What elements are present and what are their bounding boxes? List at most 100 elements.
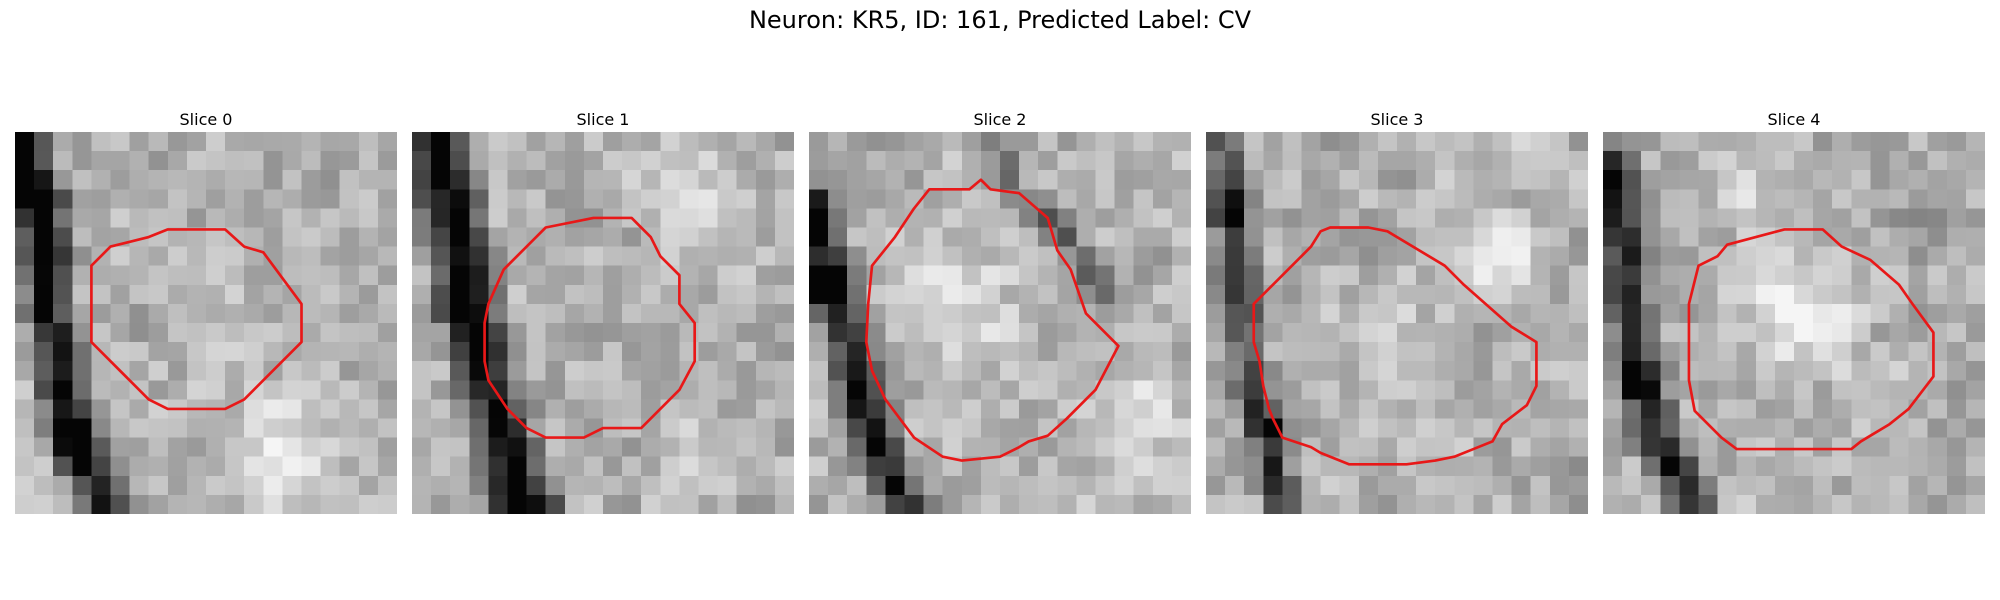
image-pixel (847, 475, 867, 496)
image-pixel (148, 246, 169, 267)
image-pixel (1019, 151, 1039, 171)
image-pixel (755, 151, 776, 171)
image-pixel (942, 361, 963, 381)
image-pixel (206, 380, 226, 400)
image-pixel (809, 380, 829, 400)
image-pixel (1549, 170, 1570, 190)
image-pixel (1660, 170, 1680, 190)
image-pixel (1000, 380, 1020, 400)
slice-panel-0: Slice 0 (15, 108, 397, 514)
image-pixel (660, 437, 680, 458)
image-pixel (1435, 456, 1455, 477)
image-pixel (1152, 189, 1173, 209)
image-pixel (1603, 437, 1623, 458)
image-pixel (1320, 494, 1341, 514)
slice-panel-2: Slice 2 (809, 108, 1191, 514)
image-pixel (186, 361, 207, 381)
image-pixel (774, 151, 794, 171)
image-pixel (526, 132, 547, 152)
image-pixel (53, 265, 73, 286)
image-pixel (507, 494, 527, 514)
image-pixel (1435, 246, 1455, 267)
image-pixel (91, 284, 111, 305)
image-pixel (1057, 227, 1077, 247)
image-pixel (736, 342, 757, 362)
image-pixel (980, 132, 1001, 152)
image-pixel (1263, 494, 1283, 514)
image-pixel (320, 189, 341, 209)
image-pixel (1225, 323, 1245, 343)
image-pixel (110, 418, 130, 438)
image-pixel (1622, 456, 1642, 477)
image-pixel (1377, 303, 1398, 324)
image-pixel (1152, 303, 1173, 324)
image-pixel (1038, 323, 1058, 343)
image-pixel (980, 475, 1001, 496)
image-pixel (1377, 399, 1398, 419)
image-pixel (1870, 246, 1890, 267)
image-pixel (736, 265, 757, 286)
image-pixel (980, 399, 1001, 419)
image-pixel (412, 246, 432, 267)
image-pixel (186, 132, 207, 152)
image-pixel (1794, 342, 1814, 362)
image-pixel (1568, 208, 1588, 228)
image-pixel (1908, 284, 1929, 305)
image-pixel (961, 361, 982, 381)
image-pixel (923, 208, 944, 228)
image-pixel (1301, 265, 1321, 286)
image-pixel (847, 246, 867, 267)
image-pixel (1549, 456, 1570, 477)
image-pixel (1755, 475, 1776, 496)
image-pixel (1473, 170, 1493, 190)
image-pixel (1717, 284, 1738, 305)
image-pixel (1889, 303, 1909, 324)
image-pixel (301, 284, 321, 305)
image-pixel (186, 456, 207, 477)
image-pixel (225, 151, 245, 171)
image-pixel (603, 456, 623, 477)
image-pixel (1244, 284, 1264, 305)
image-pixel (1927, 132, 1948, 152)
image-pixel (1698, 342, 1718, 362)
image-pixel (282, 265, 302, 286)
image-pixel (1263, 342, 1283, 362)
image-pixel (1339, 323, 1360, 343)
image-pixel (1377, 323, 1398, 343)
image-pixel (1774, 418, 1795, 438)
image-pixel (91, 418, 111, 438)
image-pixel (1206, 494, 1226, 514)
image-pixel (1774, 399, 1795, 419)
image-pixel (15, 284, 35, 305)
image-pixel (1889, 246, 1909, 267)
image-pixel (91, 456, 111, 477)
image-pixel (1133, 170, 1154, 190)
image-pixel (1927, 246, 1948, 267)
image-pixel (1397, 208, 1417, 228)
image-pixel (1019, 265, 1039, 286)
image-pixel (1832, 494, 1852, 514)
image-pixel (847, 418, 867, 438)
image-pixel (1057, 437, 1077, 458)
image-pixel (847, 437, 867, 458)
image-pixel (1435, 342, 1455, 362)
image-pixel (1679, 418, 1699, 438)
image-pixel (412, 437, 432, 458)
image-pixel (1454, 151, 1474, 171)
image-pixel (1641, 246, 1661, 267)
image-pixel (1358, 456, 1379, 477)
image-pixel (110, 303, 130, 324)
image-pixel (1870, 494, 1890, 514)
image-pixel (923, 361, 944, 381)
image-pixel (1603, 227, 1623, 247)
image-pixel (961, 399, 982, 419)
image-pixel (72, 284, 92, 305)
image-pixel (320, 380, 341, 400)
image-pixel (526, 342, 547, 362)
image-pixel (526, 151, 547, 171)
image-pixel (358, 227, 379, 247)
image-pixel (1114, 284, 1135, 305)
image-pixel (72, 456, 92, 477)
image-pixel (1244, 437, 1264, 458)
image-pixel (545, 437, 566, 458)
